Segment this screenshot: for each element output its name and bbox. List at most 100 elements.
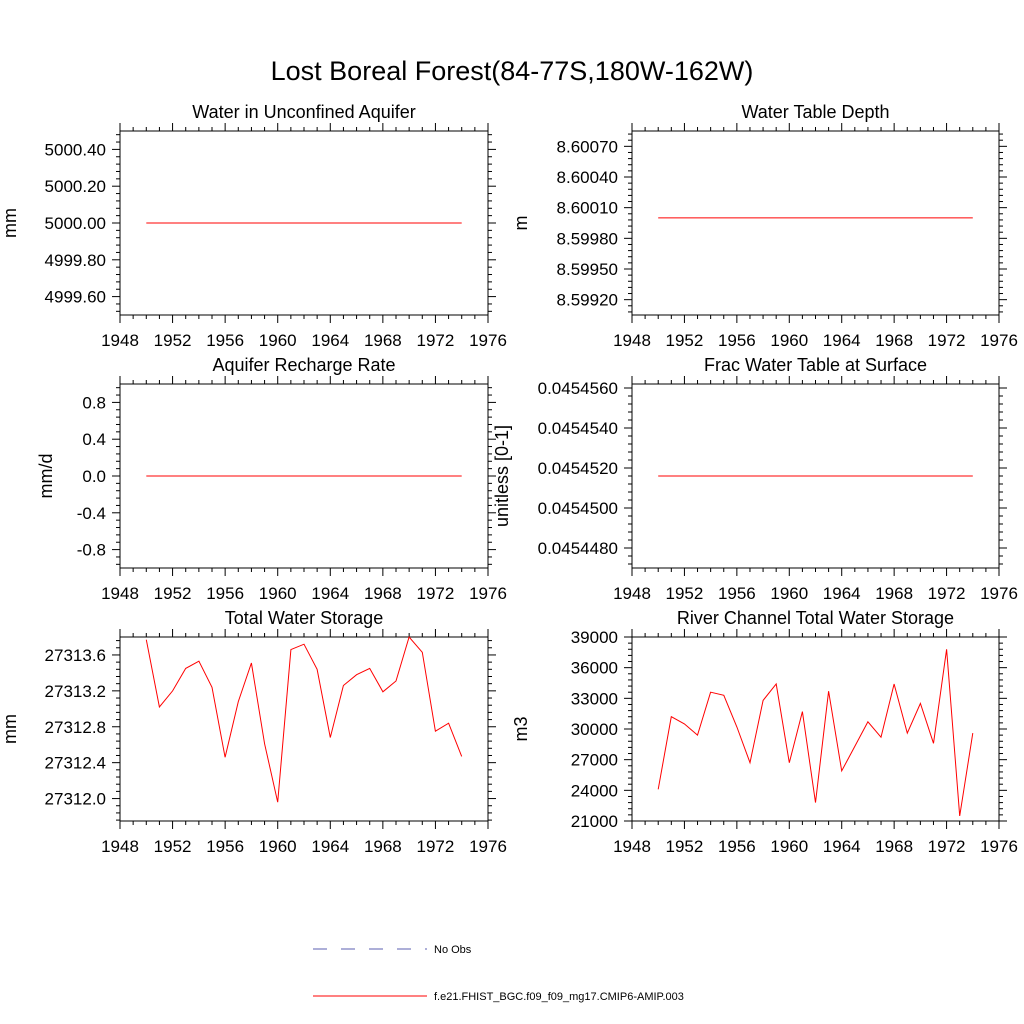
series-line	[145, 635, 463, 803]
x-tick-label: 1976	[469, 331, 507, 350]
y-tick-label: 27313.2	[45, 682, 106, 701]
y-tick-label: 21000	[571, 812, 618, 831]
panel-5: Total Water Storage 1948 1952 1956 1960 1964 1…	[0, 608, 507, 856]
y-tick-label: 0.8	[82, 393, 106, 412]
y-tick-label: 8.59980	[557, 229, 618, 248]
y-tick-label: 24000	[571, 781, 618, 800]
x-tick-label: 1956	[206, 584, 244, 603]
panel-title: River Channel Total Water Storage	[677, 608, 954, 628]
series-line	[657, 649, 974, 816]
x-tick-label: 1948	[613, 584, 651, 603]
y-axis-label: m3	[511, 716, 531, 741]
y-tick-label: 30000	[571, 720, 618, 739]
x-tick-label: 1960	[770, 837, 808, 856]
x-tick-label: 1964	[311, 331, 349, 350]
x-tick-label: 1972	[928, 331, 966, 350]
x-tick-label: 1960	[259, 331, 297, 350]
x-tick-label: 1972	[417, 331, 455, 350]
x-tick-label: 1948	[101, 584, 139, 603]
x-tick-label: 1952	[154, 837, 192, 856]
y-tick-label: 0.0454500	[538, 499, 618, 518]
y-tick-label: 8.60010	[557, 199, 618, 218]
panel-title: Water Table Depth	[741, 102, 889, 122]
plot-frame	[631, 636, 1000, 822]
y-tick-label: 36000	[571, 659, 618, 678]
y-tick-label: -0.4	[77, 504, 106, 523]
x-tick-label: 1968	[364, 331, 402, 350]
y-tick-label: 8.59950	[557, 260, 618, 279]
plot-frame	[631, 130, 1000, 316]
x-tick-label: 1952	[666, 584, 704, 603]
panel-3: Aquifer Recharge Rate 1948 1952 1956 1960 196…	[36, 355, 507, 603]
y-tick-label: 27312.0	[45, 790, 106, 809]
y-tick-label: 5000.20	[45, 177, 106, 196]
x-tick-label: 1976	[469, 584, 507, 603]
x-tick-label: 1964	[823, 584, 861, 603]
legend: No Obs f.e21.FHIST_BGC.f09_f09_mg17.CMIP6…	[313, 944, 684, 1003]
y-tick-label: 27313.6	[45, 646, 106, 665]
panel-title: Frac Water Table at Surface	[704, 355, 927, 375]
y-tick-label: 39000	[571, 628, 618, 647]
x-tick-label: 1948	[101, 331, 139, 350]
x-tick-label: 1968	[875, 331, 913, 350]
x-tick-label: 1960	[259, 584, 297, 603]
x-tick-label: 1948	[613, 837, 651, 856]
panel-title: Total Water Storage	[225, 608, 383, 628]
x-tick-label: 1948	[613, 331, 651, 350]
y-tick-label: 4999.80	[45, 251, 106, 270]
x-tick-label: 1968	[364, 837, 402, 856]
x-tick-label: 1976	[980, 331, 1018, 350]
panel-4: Frac Water Table at Surface 1948 1952 1956 1…	[492, 355, 1018, 603]
x-tick-label: 1976	[980, 584, 1018, 603]
x-tick-label: 1960	[259, 837, 297, 856]
y-tick-label: 5000.00	[45, 214, 106, 233]
x-tick-label: 1972	[417, 584, 455, 603]
x-tick-label: 1964	[311, 837, 349, 856]
y-tick-label: 0.0	[82, 467, 106, 486]
x-tick-label: 1952	[154, 331, 192, 350]
x-tick-label: 1956	[718, 584, 756, 603]
y-axis-label: m	[511, 216, 531, 231]
x-tick-label: 1956	[718, 837, 756, 856]
panel-1: Water in Unconfined Aquifer 1948 1952 1956 1…	[0, 102, 507, 350]
x-tick-label: 1956	[206, 331, 244, 350]
x-tick-label: 1968	[364, 584, 402, 603]
y-tick-label: 8.60070	[557, 137, 618, 156]
x-tick-label: 1964	[823, 837, 861, 856]
x-tick-label: 1952	[666, 837, 704, 856]
y-tick-label: 27000	[571, 751, 618, 770]
y-tick-label: 0.4	[82, 430, 106, 449]
y-tick-label: -0.8	[77, 541, 106, 560]
x-tick-label: 1968	[875, 837, 913, 856]
x-tick-label: 1956	[206, 837, 244, 856]
panel-title: Aquifer Recharge Rate	[212, 355, 395, 375]
legend-label: f.e21.FHIST_BGC.f09_f09_mg17.CMIP6-AMIP.…	[434, 991, 684, 1003]
plot-frame	[119, 636, 489, 822]
y-tick-label: 27312.4	[45, 754, 106, 773]
x-tick-label: 1968	[875, 584, 913, 603]
page-title: Lost Boreal Forest(84-77S,180W-162W)	[270, 56, 754, 86]
x-tick-label: 1976	[980, 837, 1018, 856]
y-tick-label: 8.59920	[557, 291, 618, 310]
y-tick-label: 0.0454540	[538, 419, 618, 438]
y-tick-label: 27312.8	[45, 718, 106, 737]
x-tick-label: 1952	[154, 584, 192, 603]
y-tick-label: 5000.40	[45, 140, 106, 159]
y-axis-label: mm/d	[36, 454, 56, 499]
x-tick-label: 1972	[417, 837, 455, 856]
y-tick-label: 0.0454560	[538, 379, 618, 398]
y-axis-label: mm	[0, 208, 20, 238]
x-tick-label: 1976	[469, 837, 507, 856]
y-tick-label: 0.0454520	[538, 459, 618, 478]
x-tick-label: 1948	[101, 837, 139, 856]
y-tick-label: 4999.60	[45, 288, 106, 307]
y-tick-label: 0.0454480	[538, 539, 618, 558]
panel-2: Water Table Depth 1948 1952 1956 1960 1964 196…	[511, 102, 1018, 350]
x-tick-label: 1964	[311, 584, 349, 603]
x-tick-label: 1960	[770, 331, 808, 350]
y-tick-label: 8.60040	[557, 168, 618, 187]
x-tick-label: 1952	[666, 331, 704, 350]
panel-6: River Channel Total Water Storage 1948 195…	[511, 608, 1018, 856]
x-tick-label: 1964	[823, 331, 861, 350]
